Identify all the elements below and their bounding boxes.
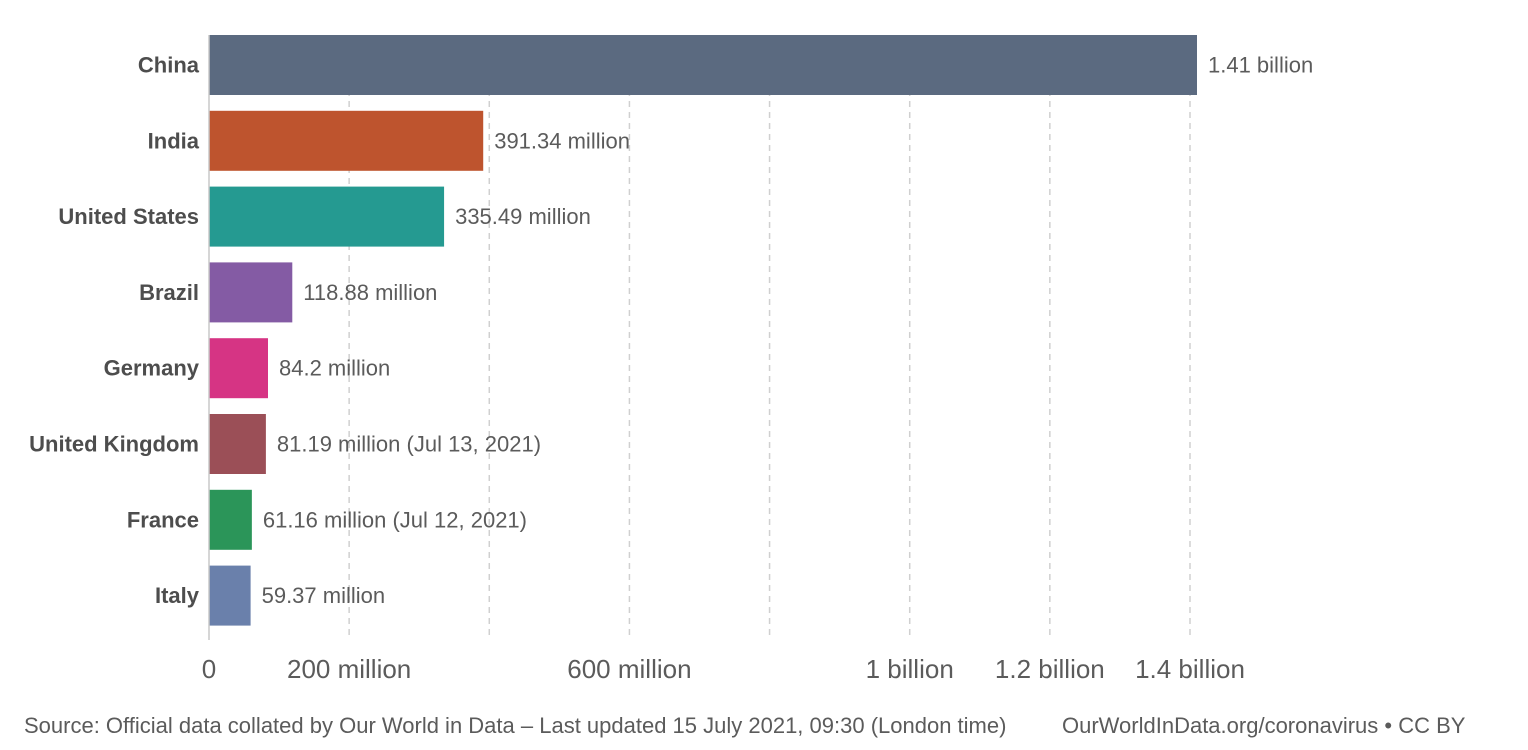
category-label: China	[138, 53, 200, 78]
value-label: 59.37 million	[262, 583, 386, 608]
category-label: Brazil	[139, 280, 199, 305]
gridlines	[348, 35, 1191, 640]
x-tick-label: 200 million	[287, 654, 411, 684]
bars: China 1.41 billion India 391.34 million Unit…	[29, 35, 1313, 626]
bar-united-states	[209, 186, 445, 247]
bar-france	[209, 489, 252, 550]
value-label: 391.34 million	[494, 128, 630, 153]
category-label: United States	[58, 204, 199, 229]
x-axis: 0 200 million 600 million 1 billion 1.2 bill…	[202, 35, 1245, 684]
bar-brazil	[209, 262, 293, 323]
bar-germany	[209, 338, 268, 399]
value-label: 81.19 million (Jul 13, 2021)	[277, 432, 541, 457]
bar-china	[209, 35, 1197, 95]
category-label: Italy	[155, 583, 200, 608]
credit-link[interactable]: OurWorldInData.org/coronavirus • CC BY	[1062, 713, 1466, 738]
bar-united-kingdom	[209, 414, 266, 474]
x-tick-label: 600 million	[567, 654, 691, 684]
value-label: 61.16 million (Jul 12, 2021)	[263, 507, 527, 532]
source-note: Source: Official data collated by Our Wo…	[24, 713, 1007, 738]
category-label: Germany	[104, 356, 200, 381]
value-label: 118.88 million	[303, 280, 437, 305]
x-tick-label: 1 billion	[866, 654, 954, 684]
category-label: France	[127, 507, 199, 532]
value-label: 1.41 billion	[1208, 53, 1313, 78]
bar-chart-svg: China 1.41 billion India 391.34 million Unit…	[29, 35, 1313, 684]
value-label: 335.49 million	[455, 204, 591, 229]
bar-italy	[209, 565, 251, 626]
bar-india	[209, 110, 484, 171]
x-tick-label: 1.2 billion	[995, 654, 1105, 684]
category-label: India	[148, 128, 200, 153]
category-label: United Kingdom	[29, 432, 199, 457]
value-label: 84.2 million	[279, 356, 390, 381]
x-tick-label: 1.4 billion	[1135, 654, 1245, 684]
x-tick-label: 0	[202, 654, 216, 684]
